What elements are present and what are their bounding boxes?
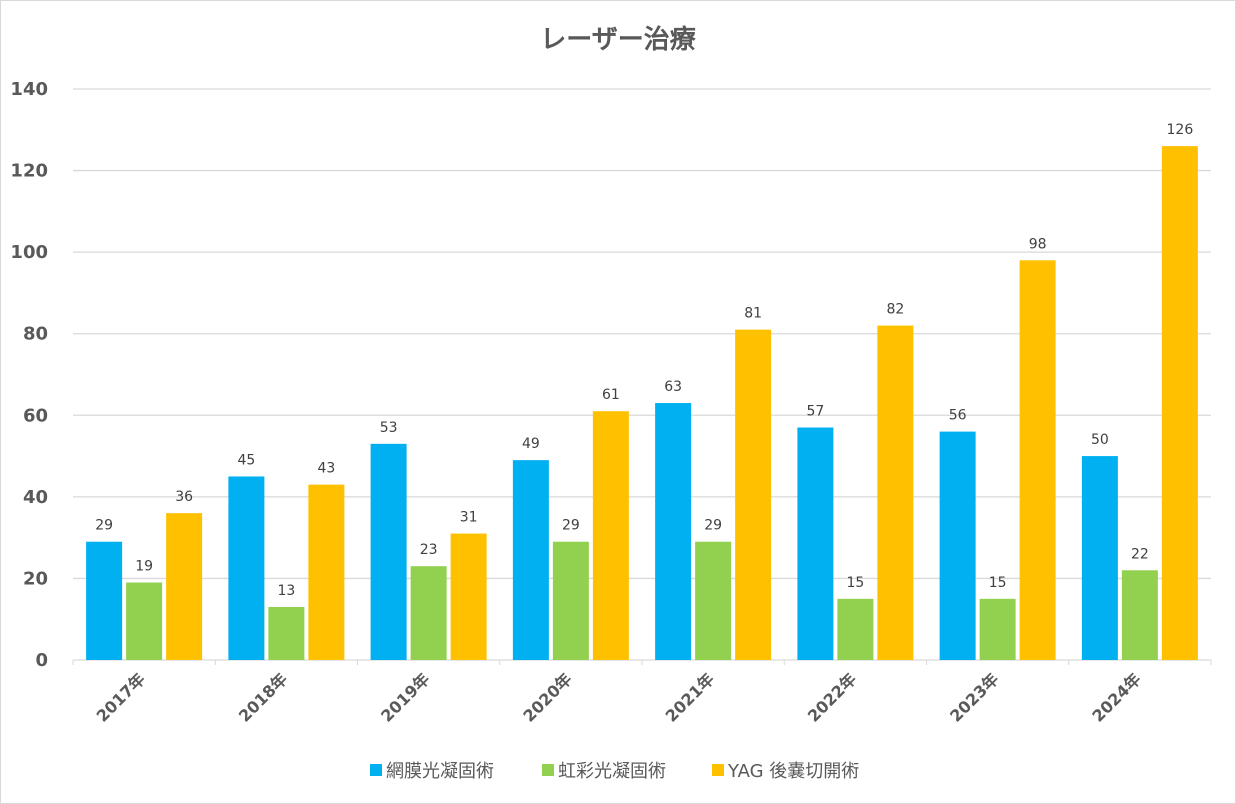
- data-label: 13: [277, 583, 295, 599]
- y-axis-ticks: 0 20 40 60 80 100 120 140: [10, 79, 48, 671]
- bar: [655, 403, 692, 660]
- bar: [512, 460, 549, 660]
- data-label: 63: [664, 379, 682, 395]
- legend-label: 虹彩光凝固術: [558, 761, 666, 782]
- x-tick-label: 2023年: [946, 669, 1002, 725]
- x-tick-label: 2021年: [662, 669, 718, 725]
- data-label: 50: [1091, 432, 1109, 448]
- legend-label: YAG 後嚢切開術: [727, 761, 859, 782]
- data-label: 126: [1167, 122, 1194, 138]
- bar: [695, 541, 732, 660]
- legend: 網膜光凝固術 虹彩光凝固術 YAG 後嚢切開術: [370, 761, 859, 782]
- x-tick-label: 2024年: [1088, 669, 1144, 725]
- bar: [450, 533, 487, 660]
- data-label: 98: [1029, 236, 1047, 252]
- bar: [1081, 456, 1118, 660]
- data-label: 56: [949, 408, 967, 424]
- data-label: 49: [522, 436, 540, 452]
- data-label: 15: [989, 575, 1007, 591]
- bar: [1019, 260, 1056, 660]
- legend-label: 網膜光凝固術: [386, 761, 494, 782]
- y-tick-label: 40: [23, 487, 48, 508]
- data-label: 31: [460, 510, 478, 526]
- x-tick-label: 2017年: [93, 669, 149, 725]
- data-label: 61: [602, 387, 620, 403]
- data-label: 29: [704, 518, 722, 534]
- y-tick-label: 0: [35, 650, 48, 671]
- bar: [1121, 570, 1158, 660]
- legend-swatch: [712, 764, 724, 776]
- bar: [837, 598, 874, 660]
- x-tick-label: 2020年: [519, 669, 575, 725]
- data-label: 29: [562, 518, 580, 534]
- bar: [228, 476, 265, 660]
- bar: [410, 566, 447, 660]
- bar: [370, 443, 407, 660]
- y-tick-label: 80: [23, 324, 48, 345]
- data-label: 81: [744, 306, 762, 322]
- bar: [126, 582, 163, 660]
- data-label: 19: [135, 559, 153, 575]
- bar: [268, 606, 305, 660]
- data-label: 57: [806, 404, 824, 420]
- y-tick-label: 120: [10, 161, 48, 182]
- bar: [979, 598, 1016, 660]
- data-label: 22: [1131, 546, 1149, 562]
- y-tick-label: 140: [10, 79, 48, 100]
- bar: [735, 329, 772, 660]
- data-labels: 29 19 36 45 13 43 53 23 31 49 29 61 63 29 81 57 15 82 56 15…: [95, 122, 1193, 599]
- bar: [797, 427, 834, 660]
- legend-swatch: [370, 764, 382, 776]
- bar: [592, 411, 629, 660]
- bar: [1161, 146, 1198, 661]
- bar: [86, 541, 123, 660]
- data-label: 29: [95, 518, 113, 534]
- bar: [939, 431, 976, 660]
- x-tick-label: 2018年: [235, 669, 291, 725]
- data-label: 53: [380, 420, 398, 436]
- data-label: 82: [886, 302, 904, 318]
- chart-title: レーザー治療: [540, 25, 696, 55]
- data-label: 15: [846, 575, 864, 591]
- data-label: 43: [317, 461, 335, 477]
- y-tick-label: 100: [10, 242, 48, 263]
- bars: [86, 146, 1198, 661]
- y-tick-label: 60: [23, 405, 48, 426]
- bar: [166, 513, 203, 660]
- legend-swatch: [542, 764, 554, 776]
- bar: [552, 541, 589, 660]
- data-label: 23: [420, 542, 438, 558]
- data-label: 45: [237, 452, 255, 468]
- y-tick-label: 20: [23, 568, 48, 589]
- x-axis-ticks: 2017年 2018年 2019年 2020年 2021年 2022年 2023年 2024年: [72, 660, 1212, 726]
- data-label: 36: [175, 489, 193, 505]
- x-tick-label: 2022年: [804, 669, 860, 725]
- x-tick-label: 2019年: [377, 669, 433, 725]
- bar: [877, 325, 914, 660]
- bar: [308, 484, 345, 660]
